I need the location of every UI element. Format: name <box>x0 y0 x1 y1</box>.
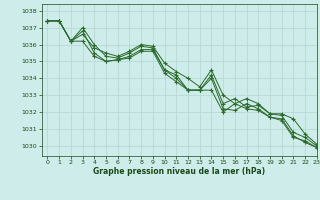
X-axis label: Graphe pression niveau de la mer (hPa): Graphe pression niveau de la mer (hPa) <box>93 167 265 176</box>
